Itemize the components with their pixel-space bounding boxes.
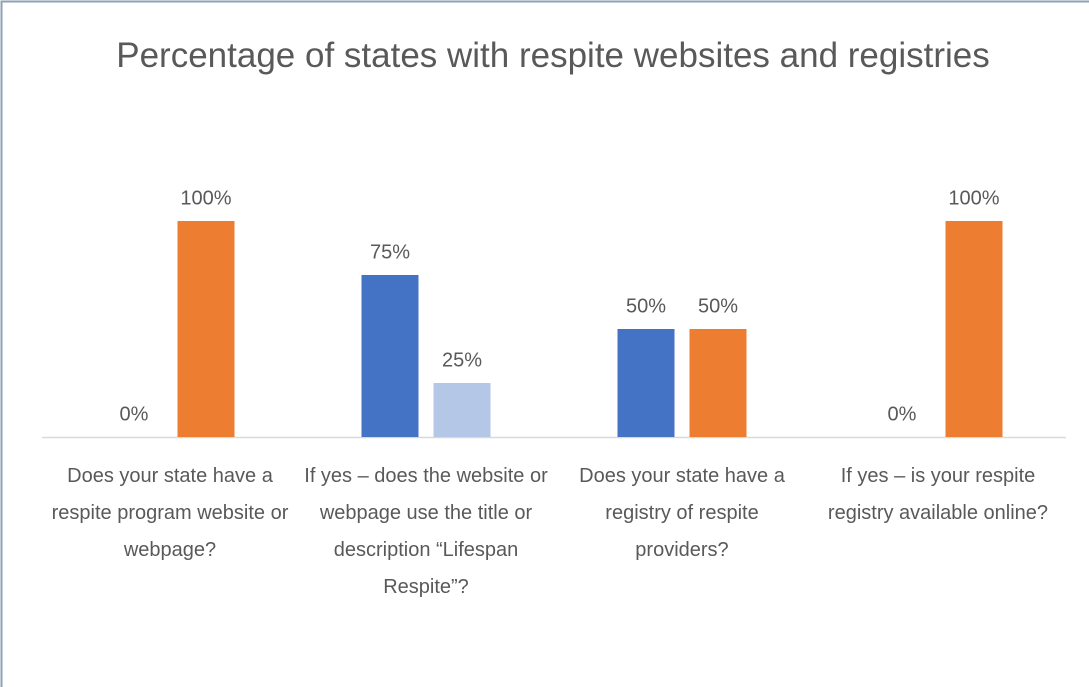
data-label: 50% (626, 295, 666, 317)
data-label: 0% (120, 403, 149, 425)
bar (689, 329, 747, 437)
data-label: 100% (180, 187, 231, 209)
data-label: 75% (370, 241, 410, 263)
bar (361, 275, 419, 437)
bar (617, 329, 675, 437)
bar (945, 221, 1003, 437)
data-label: 50% (698, 295, 738, 317)
x-tick-label: Does your state have a registry of respi… (579, 465, 785, 561)
bar (177, 221, 235, 437)
data-label: 0% (888, 403, 917, 425)
x-tick-label: Does your state have a respite program w… (51, 465, 289, 561)
x-tick-label: If yes – is your respite registry availa… (827, 465, 1049, 524)
data-label: 25% (442, 349, 482, 371)
x-tick-label: If yes – does the website or webpage use… (304, 465, 548, 598)
chart-title: Percentage of states with respite websit… (116, 36, 990, 75)
bar (433, 383, 491, 437)
data-label: 100% (948, 187, 999, 209)
